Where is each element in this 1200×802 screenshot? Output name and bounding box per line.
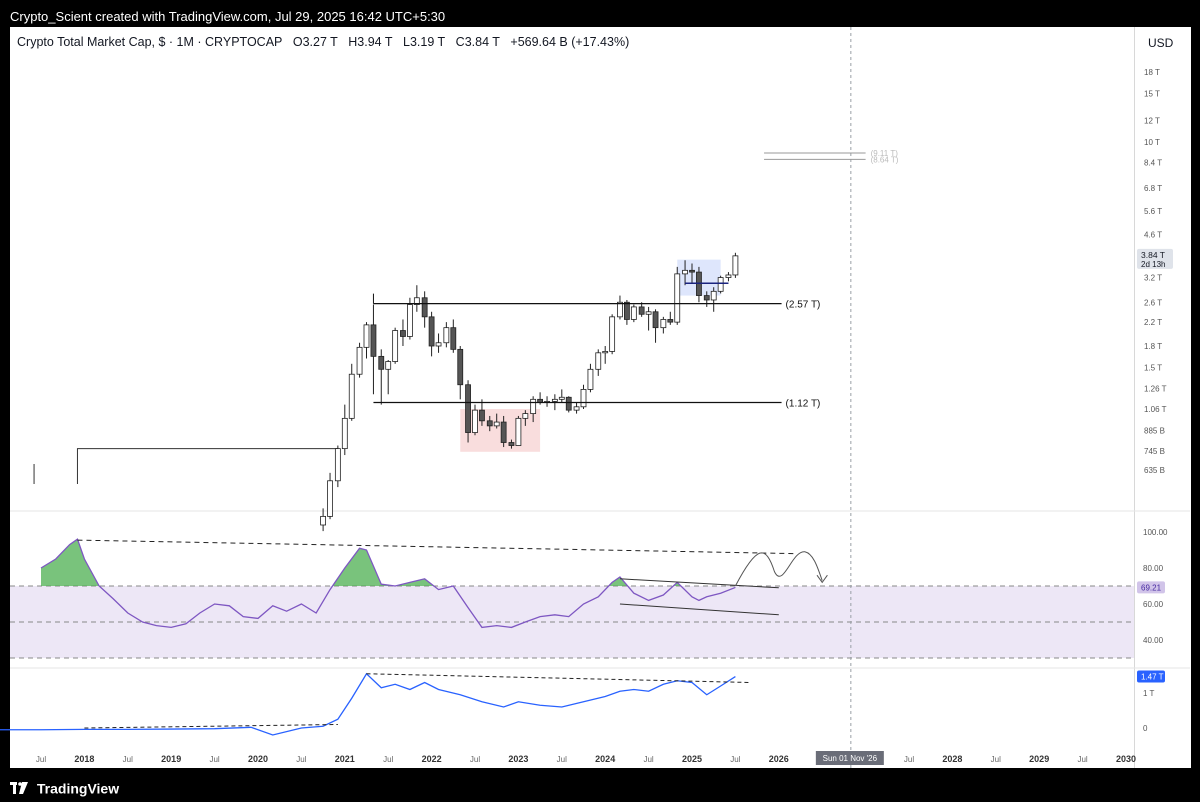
tradingview-logo[interactable]: TradingView bbox=[10, 779, 119, 796]
change-value: +569.64 B (+17.43%) bbox=[510, 35, 630, 49]
high-value: H3.94 T bbox=[348, 35, 393, 49]
caption-bar: Crypto_Scient created with TradingView.c… bbox=[0, 0, 1200, 30]
symbol-legend: Crypto Total Market Cap, $ · 1M · CRYPTO… bbox=[17, 35, 636, 49]
chart-panel[interactable] bbox=[10, 27, 1134, 768]
caption-text: Crypto_Scient created with TradingView.c… bbox=[10, 9, 446, 24]
currency-label[interactable]: USD bbox=[1148, 36, 1174, 50]
footer-bar bbox=[0, 768, 1200, 802]
tradingview-text: TradingView bbox=[36, 780, 120, 797]
price-scale[interactable] bbox=[1134, 27, 1191, 768]
close-value: C3.84 T bbox=[455, 35, 500, 49]
low-value: L3.19 T bbox=[403, 35, 446, 49]
open-value: O3.27 T bbox=[292, 35, 338, 49]
tradingview-mark-icon bbox=[10, 782, 28, 795]
symbol-title[interactable]: Crypto Total Market Cap, $ · 1M · CRYPTO… bbox=[17, 35, 283, 49]
